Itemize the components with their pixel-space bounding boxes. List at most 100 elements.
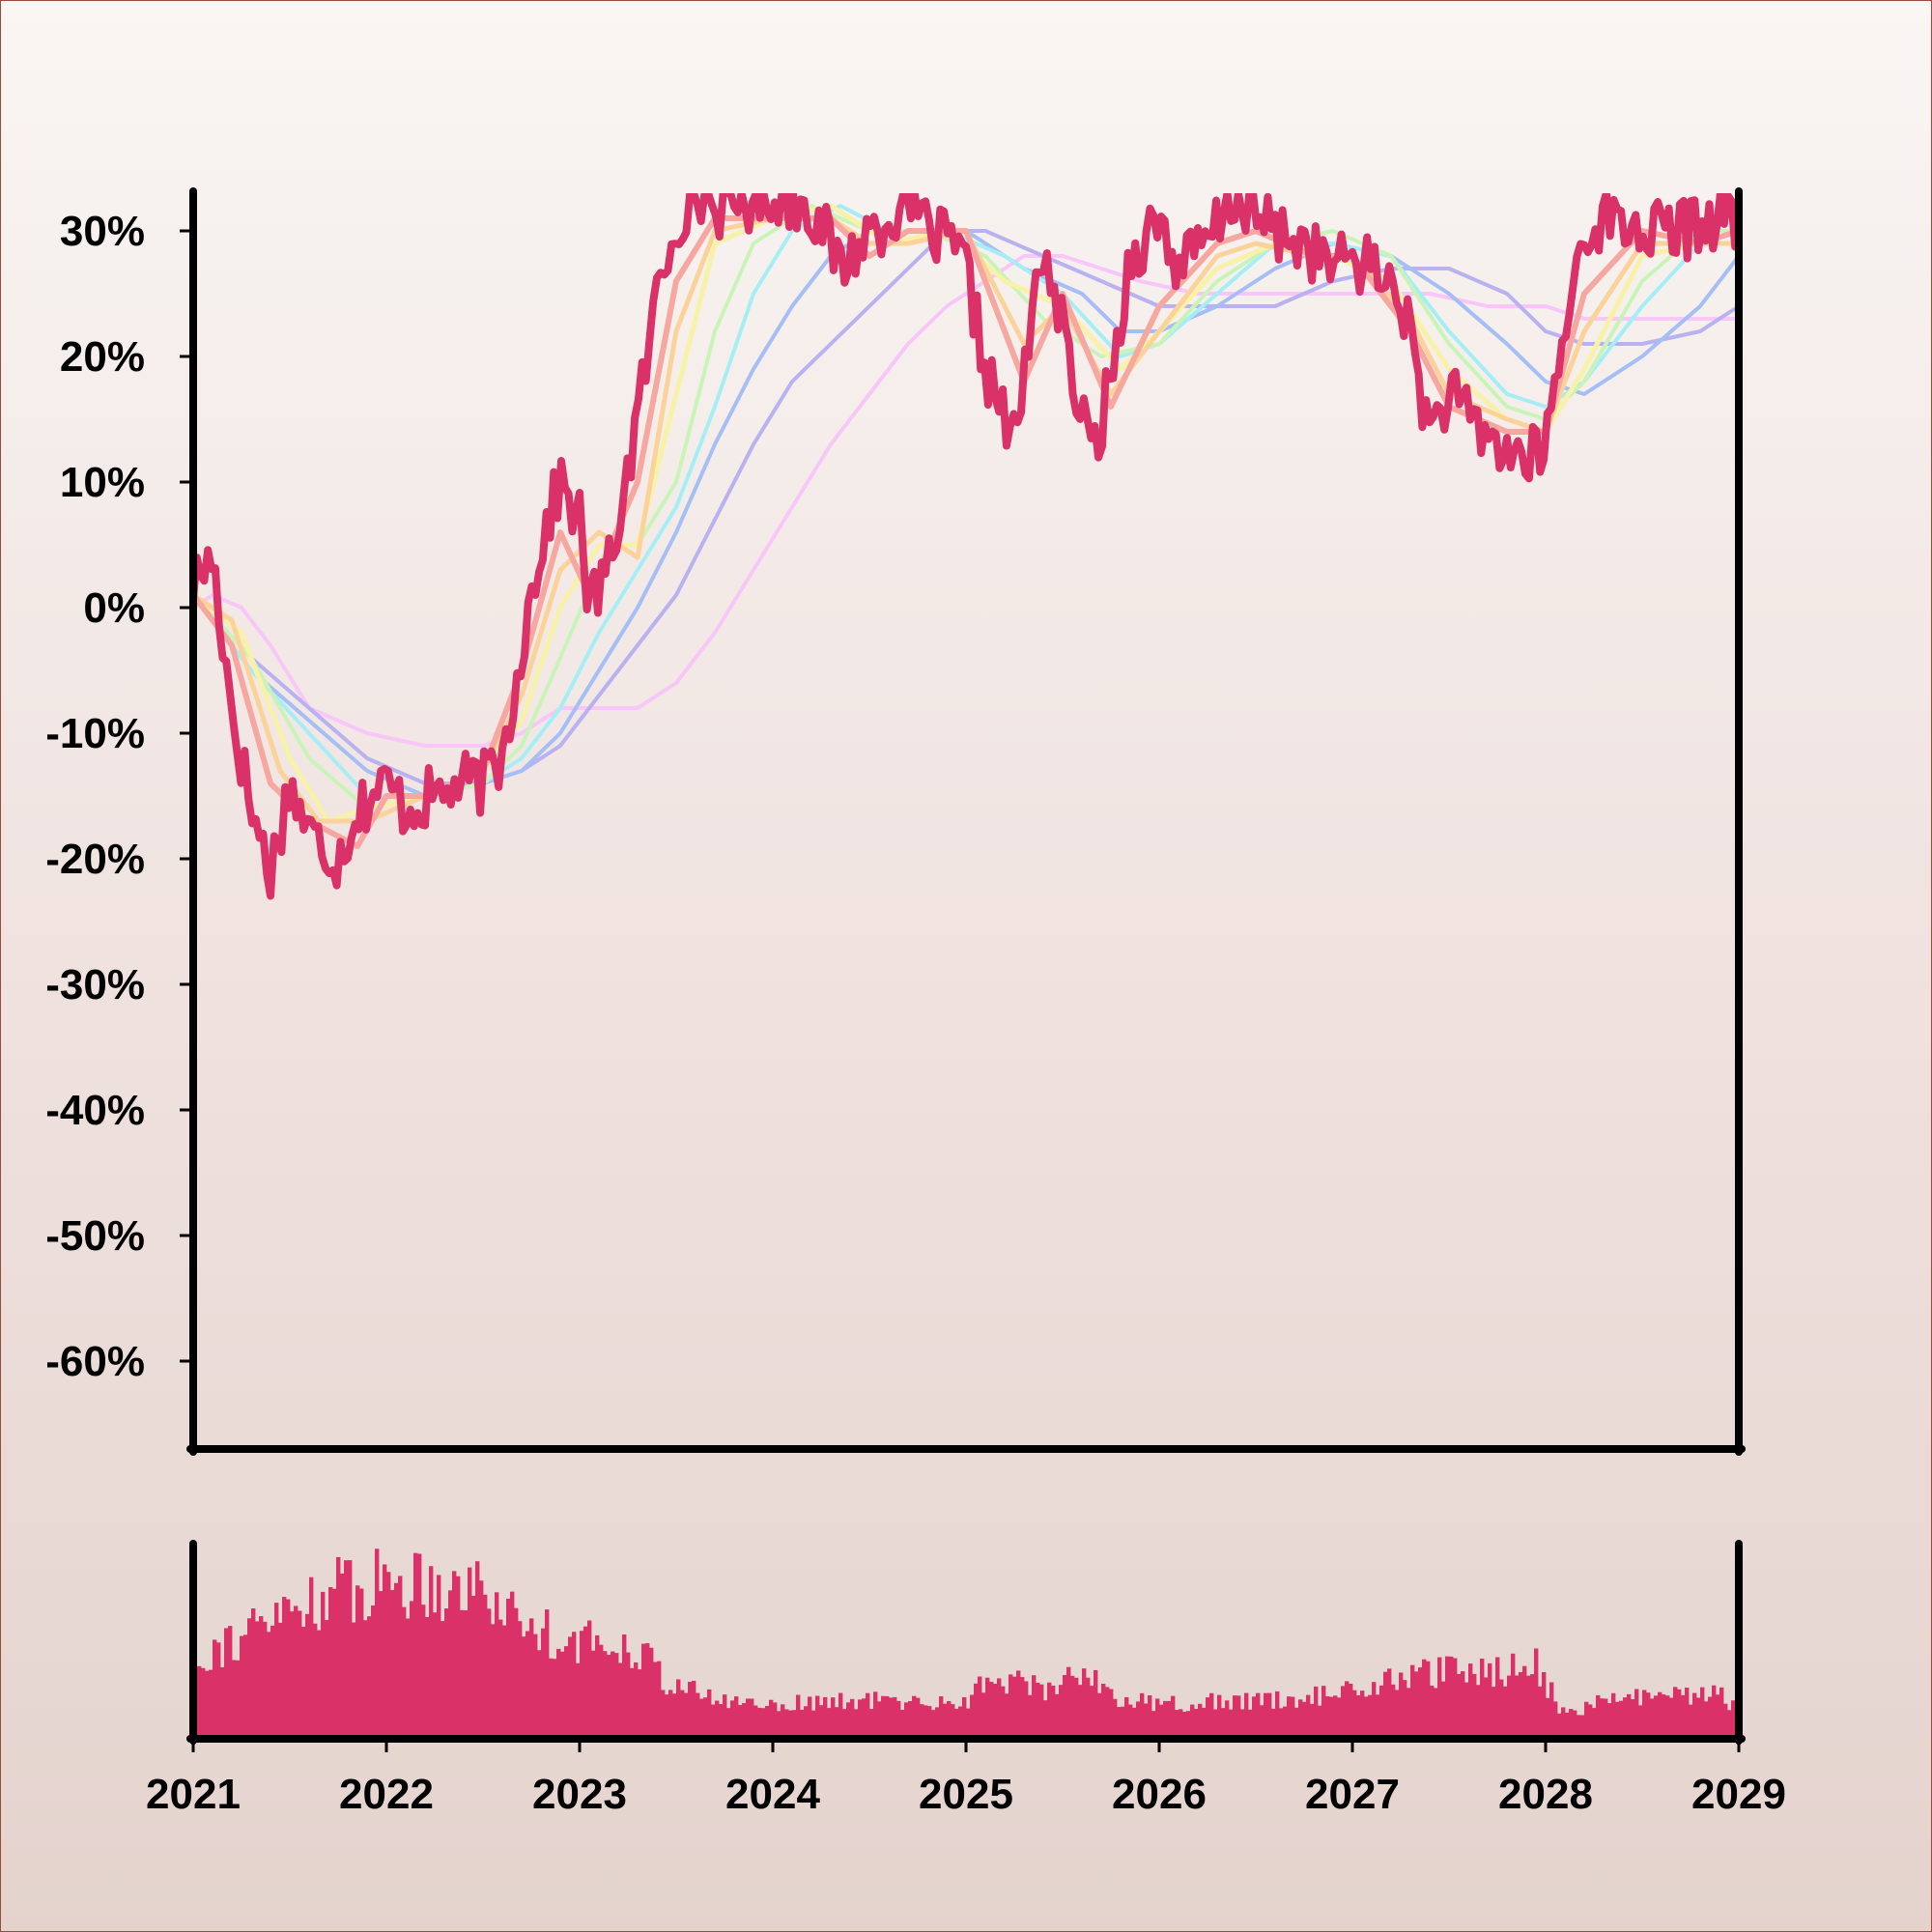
volume-bar — [1132, 1707, 1137, 1739]
volume-bar — [1723, 1703, 1728, 1739]
volume-bar — [1209, 1692, 1214, 1739]
volume-bar — [653, 1662, 658, 1739]
volume-bar — [1449, 1656, 1454, 1739]
series-line-3 — [193, 203, 1739, 824]
volume-bar — [1256, 1692, 1261, 1739]
volume-bar — [873, 1691, 878, 1739]
volume-bar — [811, 1710, 816, 1739]
volume-bar — [1352, 1690, 1357, 1739]
x-tick-label: 2027 — [1305, 1771, 1400, 1818]
volume-bar — [502, 1625, 507, 1739]
volume-bar — [796, 1694, 801, 1739]
volume-bar — [993, 1684, 998, 1739]
volume-bar — [784, 1709, 789, 1739]
volume-bar — [634, 1662, 639, 1739]
volume-bar — [1642, 1690, 1647, 1739]
volume-bars — [193, 1548, 1740, 1739]
volume-bar — [1426, 1661, 1431, 1739]
volume-bar — [1638, 1705, 1643, 1739]
volume-bar — [711, 1704, 716, 1739]
price-axes — [186, 187, 1746, 1456]
volume-bar — [1302, 1701, 1307, 1739]
volume-bar — [220, 1667, 225, 1739]
volume-bar — [1175, 1710, 1179, 1739]
volume-bar — [1712, 1685, 1717, 1739]
volume-bar — [985, 1677, 990, 1739]
volume-bar — [1650, 1698, 1655, 1739]
volume-bar — [460, 1609, 465, 1739]
volume-bar — [618, 1662, 623, 1739]
volume-bar — [556, 1648, 561, 1739]
volume-bar — [305, 1613, 310, 1739]
y-tick-label: 20% — [60, 333, 145, 381]
volume-bar — [858, 1699, 863, 1739]
volume-bar — [1557, 1713, 1562, 1739]
volume-bar — [1619, 1700, 1624, 1739]
volume-bar — [668, 1690, 673, 1739]
volume-bar — [383, 1564, 387, 1739]
volume-bar — [228, 1626, 233, 1739]
volume-bar — [1445, 1656, 1450, 1739]
volume-bar — [1391, 1684, 1396, 1739]
volume-bar — [1654, 1695, 1659, 1739]
volume-bar — [1604, 1698, 1608, 1739]
volume-bar — [421, 1605, 426, 1739]
volume-bar — [1070, 1675, 1075, 1739]
volume-bar — [1437, 1657, 1442, 1739]
x-tick-label: 2024 — [725, 1771, 820, 1818]
volume-bar — [456, 1576, 461, 1739]
volume-bar — [282, 1597, 287, 1739]
volume-bar — [471, 1595, 476, 1739]
volume-bar — [325, 1620, 329, 1739]
volume-bar — [800, 1709, 805, 1739]
volume-bar — [1163, 1700, 1168, 1739]
volume-bar — [951, 1704, 955, 1739]
volume-bar — [645, 1643, 650, 1739]
volume-bar — [896, 1700, 901, 1739]
y-tick-label: -40% — [45, 1087, 145, 1134]
volume-bar — [1051, 1686, 1056, 1739]
volume-bar — [1484, 1677, 1489, 1739]
volume-bar — [1063, 1674, 1067, 1739]
volume-bar — [332, 1588, 337, 1739]
volume-bar — [537, 1650, 542, 1739]
volume-bar — [738, 1705, 743, 1739]
volume-bar — [197, 1665, 202, 1739]
volume-bar — [522, 1636, 526, 1739]
volume-bar — [761, 1708, 766, 1739]
volume-bar — [661, 1690, 666, 1739]
volume-bar — [1627, 1693, 1632, 1739]
volume-bar — [1611, 1692, 1616, 1739]
volume-bar — [1294, 1707, 1299, 1739]
series-line-0 — [193, 193, 1739, 900]
volume-bar — [1360, 1690, 1365, 1739]
volume-bar — [286, 1599, 291, 1739]
volume-bar — [1252, 1696, 1257, 1739]
volume-bar — [1155, 1698, 1160, 1739]
volume-bar — [213, 1639, 217, 1739]
series-line-1 — [193, 215, 1739, 849]
volume-bar — [263, 1621, 268, 1739]
volume-bar — [815, 1695, 820, 1739]
volume-bar — [1310, 1703, 1315, 1739]
volume-bar — [1260, 1705, 1264, 1739]
y-tick-label: -20% — [45, 836, 145, 883]
volume-bar — [726, 1708, 731, 1739]
volume-bar — [444, 1608, 449, 1739]
volume-bar — [1716, 1694, 1720, 1739]
volume-bar — [1318, 1705, 1322, 1739]
volume-bar — [1584, 1701, 1589, 1739]
series-line-8 — [193, 254, 1739, 748]
volume-bar — [1673, 1687, 1678, 1739]
volume-bar — [1406, 1688, 1411, 1739]
volume-bar — [1009, 1674, 1013, 1739]
volume-bar — [854, 1709, 859, 1739]
volume-bar — [553, 1659, 557, 1739]
volume-bar — [1213, 1709, 1218, 1739]
volume-bar — [1097, 1692, 1102, 1739]
volume-bar — [437, 1575, 441, 1739]
volume-bar — [1387, 1668, 1392, 1739]
volume-bar — [251, 1608, 256, 1739]
volume-bar — [1727, 1710, 1732, 1739]
volume-bar — [294, 1605, 298, 1739]
